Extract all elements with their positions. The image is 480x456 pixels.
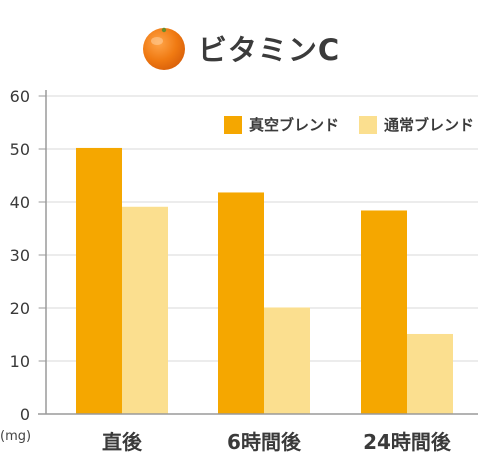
x-tick-label: 直後 [102,430,143,454]
x-tick-label: 24時間後 [363,430,452,454]
chart-legend: 真空ブレンド 通常ブレンド [223,114,474,135]
legend-label-normal: 通常ブレンド [383,116,474,134]
bar-vacuum-0 [76,147,122,414]
y-tick-label: 40 [10,193,30,212]
legend-swatch-vacuum [223,115,242,134]
chart-title-area: ビタミンC [0,22,480,74]
bar-normal-0 [122,206,168,414]
y-tick-label: 20 [10,299,30,318]
legend-label-vacuum: 真空ブレンド [248,116,339,134]
bar-normal-1 [264,307,310,414]
y-tick-label: 10 [10,352,30,371]
y-tick-label: 60 [10,87,30,106]
bar-vacuum-2 [361,210,407,414]
legend-swatch-normal [358,115,377,134]
x-tick-label: 6時間後 [227,430,302,454]
y-axis-unit: (mg) [0,429,32,444]
legend-item-normal: 通常ブレンド [358,114,474,135]
orange-fruit-icon [142,27,185,70]
chart-title: ビタミンC [197,33,341,67]
bar-normal-2 [407,333,453,414]
y-tick-label: 30 [10,246,30,265]
y-tick-label: 50 [10,140,30,159]
bar-vacuum-1 [218,192,264,414]
y-tick-label: 0 [20,405,30,424]
legend-item-vacuum: 真空ブレンド [223,114,339,135]
